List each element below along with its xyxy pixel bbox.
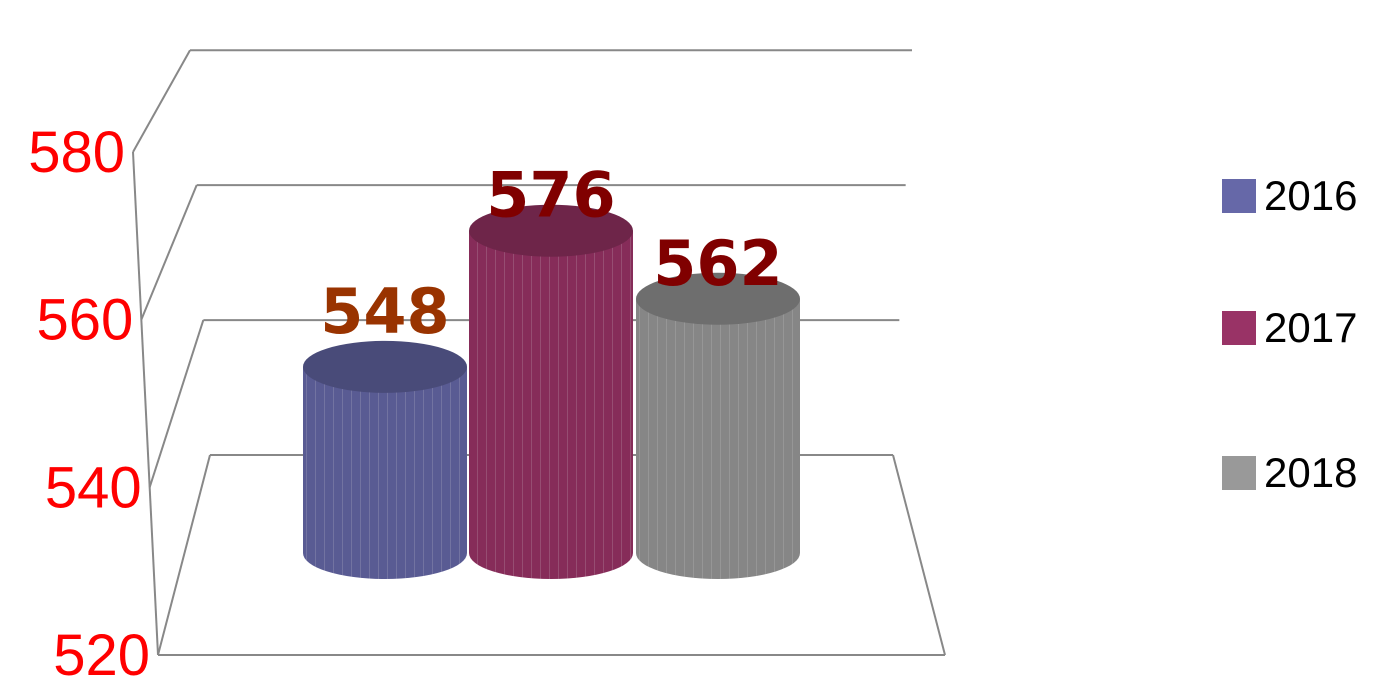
bar-top: [469, 204, 633, 257]
bar-shade: [303, 366, 467, 579]
bar-2017: [469, 204, 633, 579]
bar-top: [303, 340, 467, 393]
bar-shade: [469, 230, 633, 579]
y-tick-label: 520: [53, 623, 150, 676]
grid-line: [132, 151, 159, 656]
bar-texture: [303, 366, 467, 579]
bar-texture: [469, 230, 633, 579]
legend-item: 2018: [1222, 449, 1358, 496]
legend-label: 2017: [1264, 304, 1358, 351]
bar-shade: [636, 298, 800, 579]
grid-line: [132, 49, 191, 153]
data-label: 576: [486, 159, 615, 232]
legend-item: 2016: [1222, 172, 1358, 219]
y-tick-label: 580: [28, 120, 125, 185]
legend-label: 2018: [1264, 449, 1358, 496]
y-tick-label: 560: [37, 288, 134, 353]
data-label: 562: [653, 227, 782, 300]
data-label: 548: [320, 275, 449, 348]
bar-texture: [636, 298, 800, 579]
legend-item: 2017: [1222, 304, 1358, 351]
y-tick-label: 540: [45, 455, 142, 520]
bars: [303, 204, 800, 579]
grid-line: [157, 454, 211, 656]
grid-line: [148, 319, 205, 488]
legend-swatch: [1222, 311, 1256, 345]
data-labels: 548 576 562: [320, 159, 782, 348]
legend-swatch: [1222, 179, 1256, 213]
legend-label: 2016: [1264, 172, 1358, 219]
grid-line: [140, 184, 198, 321]
bar-2016: [303, 340, 467, 579]
legend-swatch: [1222, 456, 1256, 490]
grid-line: [892, 454, 946, 656]
y-axis-ticks: 520 540 560 580: [28, 120, 150, 676]
bar-top: [636, 272, 800, 325]
bar-2018: [636, 272, 800, 579]
